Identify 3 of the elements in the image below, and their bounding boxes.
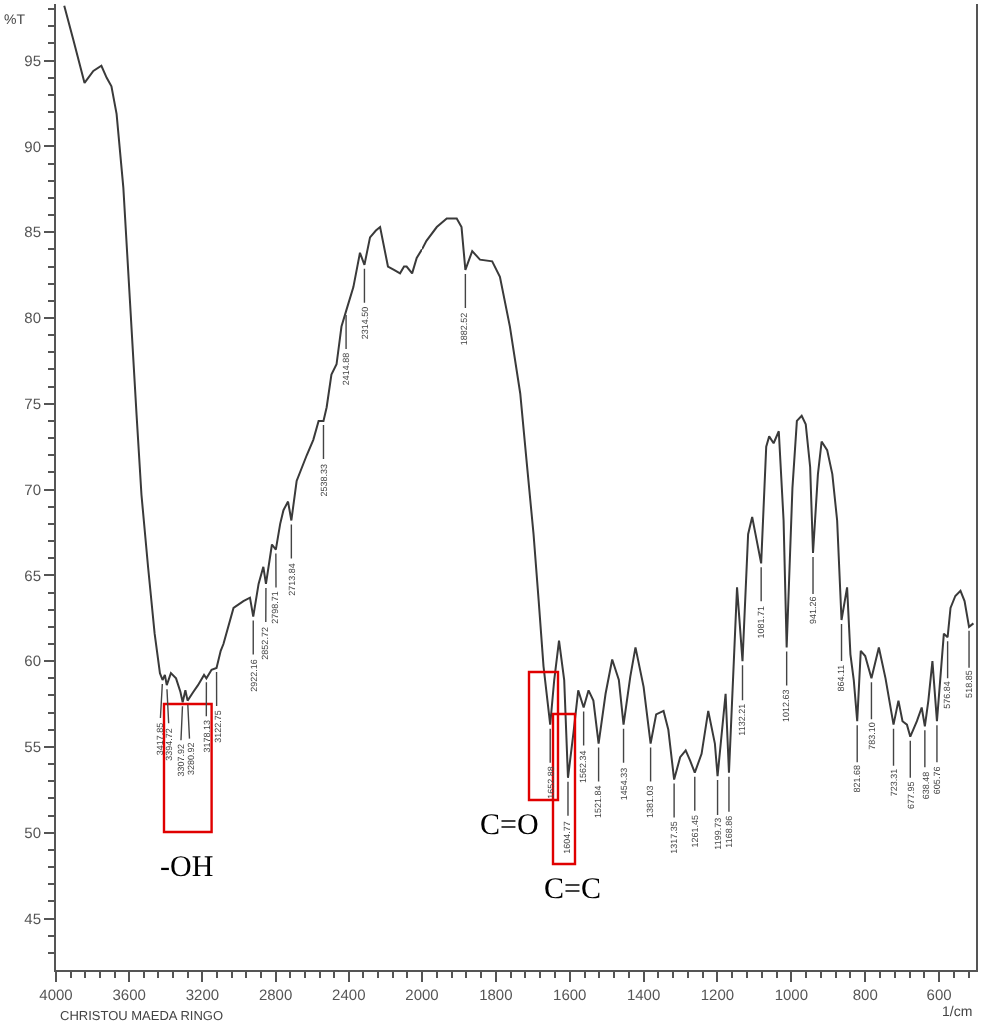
annotation: -OH [160, 852, 214, 884]
annotation: C=C [544, 874, 601, 906]
annotation: C=O [480, 810, 539, 842]
